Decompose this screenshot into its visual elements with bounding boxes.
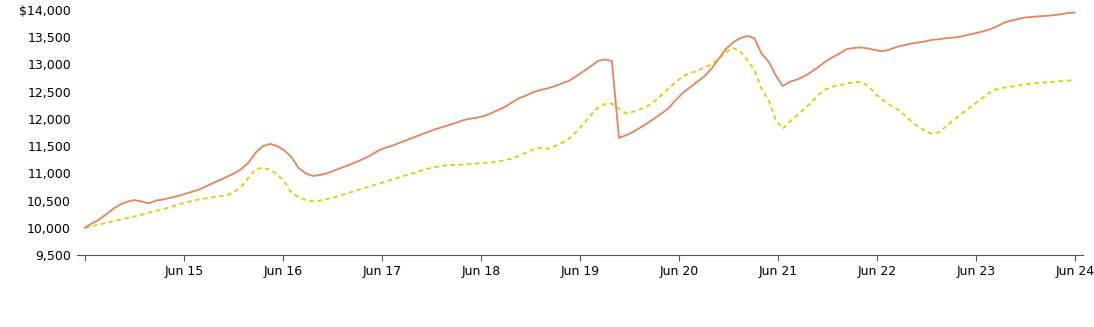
Bloomberg Municipal Bond Index <box>178 201 191 205</box>
Bloomberg Municipal Bond Index <box>1061 79 1074 83</box>
Bloomberg Municipal Bond Index <box>570 130 583 134</box>
Institutional Shares <box>136 200 149 204</box>
Institutional Shares <box>178 192 191 196</box>
Line: Bloomberg Municipal Bond Index: Bloomberg Municipal Bond Index <box>85 48 1074 228</box>
Institutional Shares <box>79 226 92 230</box>
Institutional Shares <box>1068 10 1081 14</box>
Bloomberg Municipal Bond Index <box>1068 78 1081 82</box>
Institutional Shares <box>114 202 127 206</box>
Institutional Shares <box>1054 12 1067 16</box>
Line: Institutional Shares: Institutional Shares <box>85 12 1074 228</box>
Bloomberg Municipal Bond Index <box>114 218 127 222</box>
Bloomberg Municipal Bond Index <box>136 213 149 217</box>
Institutional Shares <box>570 74 583 78</box>
Bloomberg Municipal Bond Index <box>726 46 740 50</box>
Bloomberg Municipal Bond Index <box>256 166 269 170</box>
Bloomberg Municipal Bond Index <box>79 226 92 230</box>
Institutional Shares <box>256 144 269 148</box>
